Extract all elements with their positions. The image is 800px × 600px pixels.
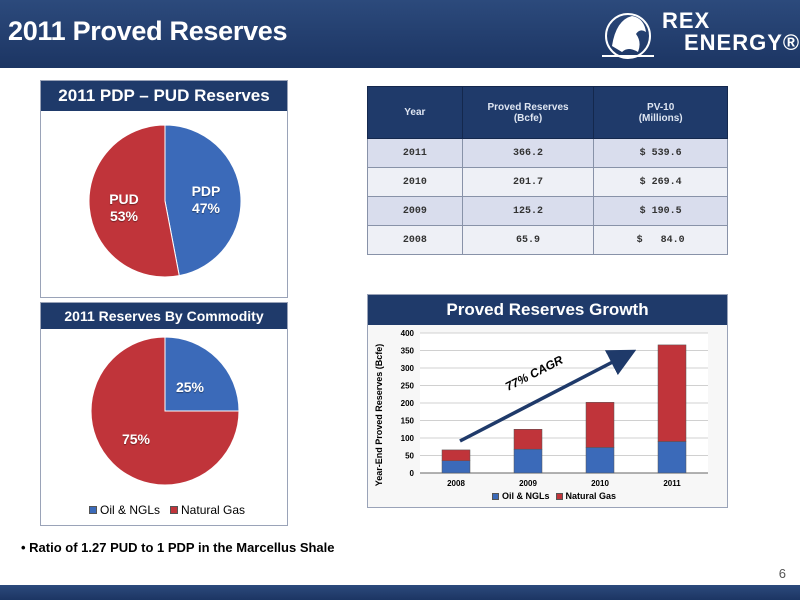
col-header-proved-reserves: Proved Reserves (Bcfe)	[461, 86, 595, 139]
growth-legend: Oil & NGLs Natural Gas	[492, 491, 616, 501]
ratio-bullet: • Ratio of 1.27 PUD to 1 PDP in the Marc…	[21, 540, 335, 555]
pud-label: PUD 53%	[107, 191, 141, 225]
x-tick-label: 2010	[591, 479, 609, 488]
legend-item-oil-ngls: Oil & NGLs	[89, 503, 160, 517]
col-header-pv10: PV-10 (Millions)	[593, 86, 728, 139]
cell-pv10: $ 269.4	[593, 167, 728, 197]
growth-legend-swatch-oil-ngls	[492, 492, 499, 500]
col-header-year-line1: Year	[404, 107, 426, 118]
footer-bar	[0, 585, 800, 600]
pdp-pud-title: 2011 PDP – PUD Reserves	[41, 81, 287, 111]
pud-label-name: PUD	[109, 191, 139, 207]
pdp-pud-panel: 2011 PDP – PUD Reserves PDP 47% PUD 53%	[40, 80, 288, 298]
y-axis-label: Year-End Proved Reserves (Bcfe)	[374, 344, 384, 487]
growth-legend-item-oil-ngls: Oil & NGLs	[492, 491, 550, 501]
bar-natural-gas-2010	[585, 402, 615, 448]
bar-oil-ngls-2009	[513, 448, 543, 474]
logo-energy-text: ENERGY®	[684, 30, 800, 55]
growth-chart-title: Proved Reserves Growth	[368, 295, 727, 325]
commodity-pie	[90, 336, 240, 486]
cell-pv10: $ 84.0	[593, 225, 728, 255]
pdp-label-name: PDP	[191, 183, 221, 199]
cell-year: 2010	[367, 167, 463, 197]
legend-label-natural-gas: Natural Gas	[181, 503, 246, 517]
x-tick-label: 2008	[447, 479, 465, 488]
lion-crest-icon	[602, 13, 654, 59]
y-tick-label: 200	[401, 399, 415, 408]
bar-oil-ngls-2011	[657, 441, 687, 474]
oil-ngls-pct-label: 25%	[175, 379, 205, 395]
table-row: 2010 201.7 $ 269.4	[367, 167, 728, 197]
natural-gas-pct-label: 75%	[121, 431, 151, 447]
pie-slice-pdp	[164, 124, 242, 277]
growth-chart-panel: Proved Reserves Growth 0 50 100 150 200 250 30…	[367, 294, 728, 508]
cell-year: 2008	[367, 225, 463, 255]
logo-rex-text: REX	[662, 8, 711, 33]
bar-natural-gas-2008	[441, 449, 471, 462]
bar-oil-ngls-2010	[585, 447, 615, 474]
growth-legend-swatch-natural-gas	[555, 492, 563, 500]
page-title: 2011 Proved Reserves	[8, 16, 288, 46]
pie-slice-oil-ngls	[164, 336, 240, 412]
col-header-year: Year	[367, 86, 463, 139]
commodity-panel: 2011 Reserves By Commodity 25% 75% Oil &…	[40, 302, 288, 526]
y-tick-label: 0	[410, 469, 415, 478]
bar-oil-ngls-2008	[441, 460, 471, 474]
pdp-label-pct: 47%	[191, 200, 221, 216]
growth-legend-label-natural-gas: Natural Gas	[565, 491, 617, 501]
pie-slice-pud	[88, 124, 180, 278]
y-tick-label: 350	[401, 347, 415, 356]
y-tick-label: 50	[405, 452, 414, 461]
cell-pv10: $ 539.6	[593, 138, 728, 168]
cell-proved-reserves: 366.2	[461, 138, 595, 168]
x-tick-label: 2011	[663, 479, 681, 488]
rex-energy-logo: REX ENERGY®	[598, 6, 800, 64]
cell-proved-reserves: 125.2	[461, 196, 595, 226]
table-row: 2009 125.2 $ 190.5	[367, 196, 728, 226]
cell-year: 2009	[367, 196, 463, 226]
growth-legend-label-oil-ngls: Oil & NGLs	[502, 491, 550, 501]
cell-year: 2011	[367, 138, 463, 168]
reserves-table: Year Proved Reserves (Bcfe) PV-10 (Milli…	[367, 86, 728, 255]
commodity-title: 2011 Reserves By Commodity	[41, 303, 287, 329]
y-tick-label: 400	[401, 329, 415, 338]
legend-swatch-oil-ngls	[89, 506, 97, 514]
x-tick-label: 2009	[519, 479, 537, 488]
table-header-row: Year Proved Reserves (Bcfe) PV-10 (Milli…	[367, 86, 728, 139]
col-header-pv10-line2: (Millions)	[638, 112, 683, 124]
y-tick-label: 100	[401, 434, 415, 443]
legend-swatch-natural-gas	[170, 506, 179, 514]
pie-slice-natural-gas	[90, 336, 240, 486]
pdp-pud-pie	[88, 124, 242, 278]
col-header-pv10-line1: PV-10	[647, 101, 675, 113]
pud-label-pct: 53%	[109, 208, 139, 224]
bar-natural-gas-2009	[513, 429, 543, 450]
pdp-label: PDP 47%	[189, 183, 223, 217]
cell-proved-reserves: 65.9	[461, 225, 595, 255]
y-tick-label: 300	[401, 364, 415, 373]
cell-pv10: $ 190.5	[593, 196, 728, 226]
y-tick-label: 150	[401, 417, 415, 426]
commodity-legend: Oil & NGLs Natural Gas	[89, 503, 245, 517]
cell-proved-reserves: 201.7	[461, 167, 595, 197]
page-number: 6	[778, 566, 786, 581]
table-row: 2011 366.2 $ 539.6	[367, 138, 728, 168]
y-tick-label: 250	[401, 382, 415, 391]
growth-bar-chart: 0 50 100 150 200 250 300 350 400 2008 2009 2010 201…	[374, 329, 708, 488]
header-bar: 2011 Proved Reserves REX ENERGY®	[0, 0, 800, 68]
legend-label-oil-ngls: Oil & NGLs	[100, 503, 161, 517]
legend-item-natural-gas: Natural Gas	[170, 503, 245, 517]
table-row: 2008 65.9 $ 84.0	[367, 225, 728, 255]
bar-natural-gas-2011	[657, 344, 687, 442]
growth-legend-item-natural-gas: Natural Gas	[555, 491, 617, 501]
col-header-proved-reserves-line2: (Bcfe)	[513, 112, 543, 124]
cagr-arrow	[459, 349, 637, 443]
col-header-proved-reserves-line1: Proved Reserves	[487, 101, 569, 113]
